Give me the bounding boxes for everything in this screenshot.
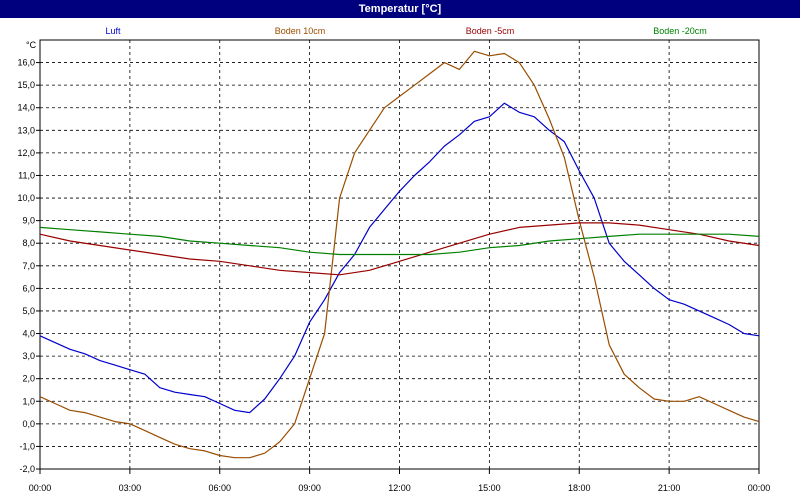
y-tick-label: 10,0 (17, 193, 35, 203)
series-group (39, 50, 760, 459)
y-tick-label: 15,0 (17, 80, 35, 90)
x-tick-time: 03:00 (119, 483, 142, 493)
legend: Luft Boden 10cm Boden -5cm Boden -20cm (105, 26, 706, 36)
y-tick-label: 2,0 (22, 374, 35, 384)
x-axis-ticks: 00:0022.03.2003:0022.03.2006:0022.03.200… (29, 469, 771, 493)
legend-item: Boden -5cm (466, 26, 515, 36)
y-tick-label: 5,0 (22, 306, 35, 316)
y-tick-label: 4,0 (22, 329, 35, 339)
y-tick-label: 6,0 (22, 283, 35, 293)
legend-item: Luft (105, 26, 121, 36)
y-tick-label: 12,0 (17, 148, 35, 158)
y-tick-label: -1,0 (19, 441, 35, 451)
series-line (39, 226, 760, 256)
y-axis-label: °C (26, 40, 37, 50)
y-tick-label: -2,0 (19, 464, 35, 474)
y-tick-label: 13,0 (17, 125, 35, 135)
legend-item: Boden 10cm (275, 26, 326, 36)
y-axis-ticks: -2,0 -1,0 0,0 1,0 2,0 3,0 4,0 5,0 6,0 7,0 8,0 9,0 10… (17, 58, 40, 474)
x-tick-time: 21:00 (658, 483, 681, 493)
x-tick-time: 06:00 (208, 483, 231, 493)
y-tick-label: 9,0 (22, 216, 35, 226)
x-tick-time: 00:00 (29, 483, 52, 493)
temperature-chart: °C -2,0 -1,0 0,0 1,0 2,0 3,0 4,0 5,0 6,0 7,0 8,0 9,… (17, 26, 771, 493)
window-title: Temperatur [°C] (0, 0, 800, 18)
y-tick-label: 16,0 (17, 58, 35, 68)
series-line (39, 50, 760, 459)
y-tick-label: 7,0 (22, 261, 35, 271)
x-tick-time: 00:00 (748, 483, 771, 493)
x-tick-time: 15:00 (478, 483, 501, 493)
y-tick-label: 11,0 (18, 170, 35, 180)
x-tick-time: 18:00 (568, 483, 591, 493)
legend-item: Boden -20cm (653, 26, 707, 36)
y-tick-label: 1,0 (22, 396, 35, 406)
series-line (39, 102, 760, 414)
x-tick-time: 09:00 (298, 483, 321, 493)
y-tick-label: 14,0 (17, 103, 35, 113)
y-tick-label: 8,0 (22, 238, 35, 248)
y-tick-label: 0,0 (22, 419, 35, 429)
series-line (39, 222, 760, 276)
y-tick-label: 3,0 (22, 351, 35, 361)
x-tick-time: 12:00 (388, 483, 411, 493)
